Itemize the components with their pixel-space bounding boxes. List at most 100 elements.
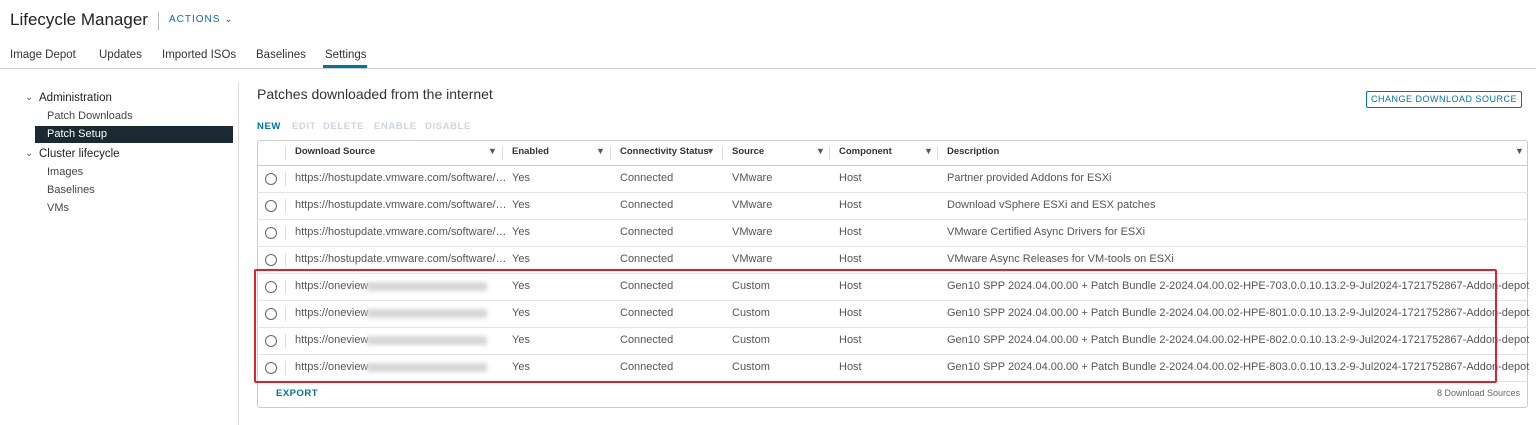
actions-menu[interactable]: ACTIONS ⌄ (169, 14, 234, 25)
column-header[interactable]: Connectivity Status (620, 146, 709, 157)
table-cell: Gen10 SPP 2024.04.00.00 + Patch Bundle 2… (947, 280, 1530, 292)
table-cell: VMware Async Releases for VM-tools on ES… (947, 253, 1174, 265)
sidebar-divider (238, 82, 239, 425)
column-header[interactable]: Source (732, 146, 765, 157)
tab[interactable]: Imported ISOs (162, 49, 237, 61)
table-cell: Download vSphere ESXi and ESX patches (947, 199, 1156, 211)
table-cell: Partner provided Addons for ESXi (947, 172, 1112, 184)
table-frame (257, 140, 1528, 408)
table-cell: Gen10 SPP 2024.04.00.00 + Patch Bundle 2… (947, 334, 1530, 346)
table-cell: Yes (512, 199, 530, 211)
table-cell: Custom (732, 361, 770, 373)
table-cell: Yes (512, 280, 530, 292)
tab[interactable]: Image Depot (10, 49, 76, 61)
row-border (257, 300, 1528, 301)
tab[interactable]: Baselines (256, 49, 306, 61)
table-cell: Gen10 SPP 2024.04.00.00 + Patch Bundle 2… (947, 307, 1530, 319)
sidebar-item[interactable]: Baselines (47, 184, 95, 196)
table-cell: Yes (512, 226, 530, 238)
table-cell: Connected (620, 280, 674, 292)
sidebar-item[interactable]: Patch Downloads (47, 110, 133, 122)
header-border (257, 165, 1528, 166)
redacted-text (367, 336, 487, 345)
table-cell: Connected (620, 361, 674, 373)
table-cell: Host (839, 307, 862, 319)
table-cell: Custom (732, 334, 770, 346)
table-cell: Yes (512, 253, 530, 265)
table-cell: Yes (512, 334, 530, 346)
column-filter[interactable]: ▼ (596, 146, 605, 156)
row-separator (285, 280, 286, 294)
row-border (257, 327, 1528, 328)
table-cell: Host (839, 253, 862, 265)
row-separator (285, 226, 286, 240)
table-cell: https://oneview (295, 307, 369, 319)
sidebar-item[interactable]: Patch Setup (47, 128, 107, 140)
column-filter[interactable]: ▼ (1515, 146, 1524, 156)
row-separator (285, 334, 286, 348)
toolbar-button[interactable]: DISABLE (425, 121, 471, 132)
column-filter[interactable]: ▼ (706, 146, 715, 156)
tab[interactable]: Settings (325, 49, 367, 61)
radio-button[interactable] (265, 254, 277, 266)
row-border (257, 273, 1528, 274)
column-filter[interactable]: ▼ (488, 146, 497, 156)
table-cell: VMware (732, 199, 773, 211)
column-separator (937, 146, 938, 160)
row-separator (285, 307, 286, 321)
column-header[interactable]: Component (839, 146, 892, 157)
title-divider (158, 12, 159, 30)
column-filter[interactable]: ▼ (816, 146, 825, 156)
table-cell: Custom (732, 280, 770, 292)
row-border (257, 354, 1528, 355)
toolbar-button[interactable]: NEW (257, 121, 281, 132)
toolbar-button[interactable]: EDIT (292, 121, 317, 132)
table-cell: https://hostupdate.vmware.com/software/… (295, 199, 507, 211)
radio-button[interactable] (265, 281, 277, 293)
highlight-box (254, 269, 1497, 383)
export-button[interactable]: EXPORT (276, 388, 319, 399)
radio-button[interactable] (265, 335, 277, 347)
radio-button[interactable] (265, 308, 277, 320)
radio-button[interactable] (265, 227, 277, 239)
row-separator (285, 172, 286, 186)
row-separator (285, 361, 286, 375)
sidebar-item[interactable]: VMs (47, 202, 69, 214)
redacted-text (367, 363, 487, 372)
tabs-border (0, 68, 1536, 69)
radio-button[interactable] (265, 173, 277, 185)
radio-button[interactable] (265, 362, 277, 374)
table-cell: VMware (732, 172, 773, 184)
table-cell: https://oneview (295, 361, 369, 373)
table-cell: Host (839, 280, 862, 292)
table-cell: Connected (620, 253, 674, 265)
toolbar-button[interactable]: DELETE (323, 121, 365, 132)
radio-button[interactable] (265, 200, 277, 212)
table-cell: https://oneview (295, 334, 369, 346)
actions-label[interactable]: ACTIONS (169, 14, 221, 25)
change-source-button[interactable]: CHANGE DOWNLOAD SOURCE (1366, 91, 1522, 108)
sidebar-group[interactable]: Cluster lifecycle (39, 148, 120, 160)
table-cell: https://oneview (295, 280, 369, 292)
table-cell: VMware (732, 253, 773, 265)
panel-title: Patches downloaded from the internet (257, 86, 493, 102)
table-cell: Connected (620, 226, 674, 238)
column-filter[interactable]: ▼ (924, 146, 933, 156)
column-separator (610, 146, 611, 160)
table-cell: Connected (620, 172, 674, 184)
sidebar-group[interactable]: Administration (39, 92, 112, 104)
sidebar-item[interactable]: Images (47, 166, 84, 178)
redacted-text (367, 309, 487, 318)
table-cell: Host (839, 199, 862, 211)
tab[interactable]: Updates (99, 49, 142, 61)
column-header[interactable]: Download Source (295, 146, 376, 157)
table-cell: Yes (512, 361, 530, 373)
tab-underline (323, 65, 367, 68)
row-border (257, 246, 1528, 247)
column-header[interactable]: Description (947, 146, 1000, 157)
column-separator (502, 146, 503, 160)
row-border (257, 219, 1528, 220)
toolbar-button[interactable]: ENABLE (374, 121, 417, 132)
column-header[interactable]: Enabled (512, 146, 549, 157)
row-border (257, 192, 1528, 193)
